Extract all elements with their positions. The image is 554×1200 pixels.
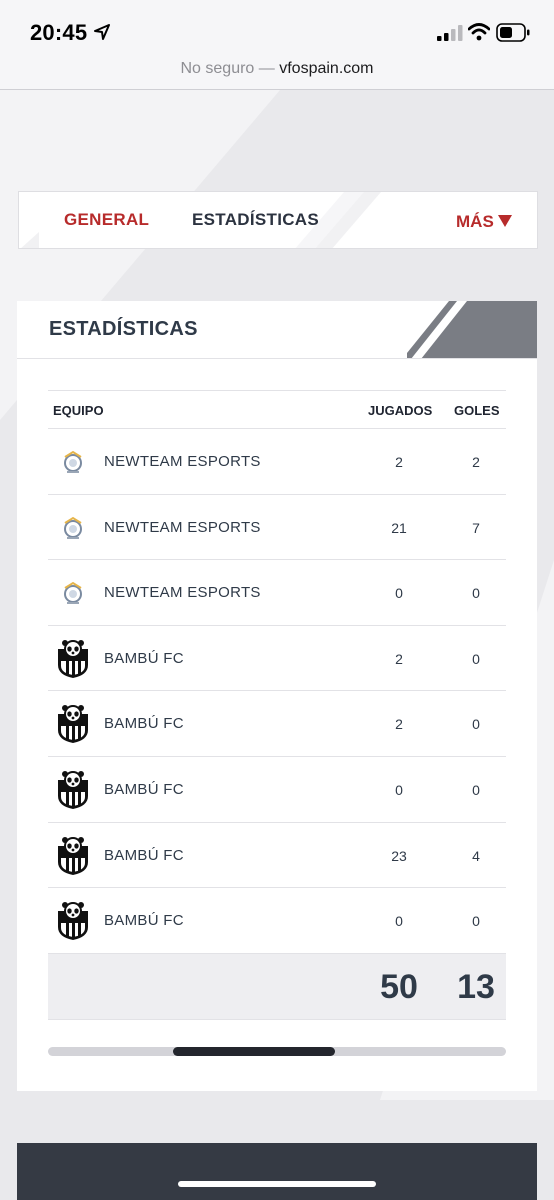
bambu-logo-icon	[58, 836, 88, 875]
column-header-goals[interactable]: GOLES	[454, 403, 500, 418]
team-name[interactable]: BAMBÚ FC	[104, 780, 184, 798]
tab-estadisticas[interactable]: ESTADÍSTICAS	[192, 210, 320, 229]
table-row: NEWTEAM ESPORTS 0 0	[48, 560, 506, 626]
goals-value: 0	[472, 716, 480, 733]
tab-general[interactable]: GENERAL	[64, 210, 150, 229]
goals-value: 0	[472, 585, 480, 602]
bambu-logo-icon	[58, 639, 88, 678]
goals-value: 0	[472, 913, 480, 930]
played-value: 2	[395, 454, 403, 470]
stats-card: ESTADÍSTICAS EQUIPO JUGADOS GOLES	[17, 301, 537, 1091]
total-goals-value: 13	[457, 967, 495, 1006]
goals-value: 7	[472, 519, 480, 536]
table-row: BAMBÚ FC 0 0	[48, 757, 506, 823]
bambu-logo-icon	[58, 705, 88, 744]
url-insecure-label: No seguro —	[180, 60, 275, 77]
team-name[interactable]: BAMBÚ FC	[104, 846, 184, 864]
url-bar[interactable]: No seguro — vfospain.com	[0, 60, 554, 78]
wifi-icon	[468, 23, 490, 41]
newteam-logo-icon	[64, 450, 82, 473]
table-row: BAMBÚ FC 2 0	[48, 691, 506, 757]
goals-value: 0	[472, 781, 480, 798]
status-time: 20:45	[30, 20, 88, 45]
caret-down-icon[interactable]	[498, 215, 512, 227]
played-value: 2	[395, 716, 403, 733]
section-tabs: GENERAL ESTADÍSTICAS MÁS	[18, 191, 538, 249]
played-value: 0	[395, 913, 403, 930]
played-value: 23	[391, 847, 407, 864]
cellular-signal-icon	[437, 25, 463, 41]
table-row: NEWTEAM ESPORTS 21 7	[48, 495, 506, 561]
table-row: BAMBÚ FC 0 0	[48, 888, 506, 954]
more-menu-button[interactable]: MÁS	[456, 212, 494, 231]
table-header: EQUIPO JUGADOS GOLES	[48, 390, 506, 429]
status-bar: 20:45 No seguro — vfospain.com	[0, 0, 554, 90]
played-value: 0	[395, 585, 403, 602]
team-name[interactable]: BAMBÚ FC	[104, 649, 184, 667]
totals-row: 50 13	[48, 953, 506, 1020]
team-name[interactable]: BAMBÚ FC	[104, 715, 184, 733]
played-value: 2	[395, 650, 403, 667]
played-value: 21	[391, 519, 407, 536]
table-row: NEWTEAM ESPORTS 2 2	[48, 429, 506, 495]
stats-table: EQUIPO JUGADOS GOLES NEWTEAM ESPORTS 2 2	[48, 390, 506, 1020]
home-indicator[interactable]	[178, 1181, 376, 1187]
team-name[interactable]: BAMBÚ FC	[104, 912, 184, 930]
team-name[interactable]: NEWTEAM ESPORTS	[104, 584, 261, 602]
column-header-played[interactable]: JUGADOS	[368, 403, 433, 418]
goals-value: 2	[472, 454, 480, 470]
total-played-value: 50	[380, 967, 418, 1006]
team-name[interactable]: NEWTEAM ESPORTS	[104, 453, 261, 470]
location-arrow-icon	[94, 24, 110, 40]
footer	[17, 1143, 537, 1200]
stats-title: ESTADÍSTICAS	[49, 318, 198, 340]
goals-value: 4	[472, 847, 480, 864]
tabs-decoration	[21, 192, 381, 248]
newteam-logo-icon	[64, 516, 82, 539]
table-row: BAMBÚ FC 2 0	[48, 626, 506, 692]
bambu-logo-icon	[58, 770, 88, 809]
stats-card-header: ESTADÍSTICAS	[17, 301, 537, 359]
horizontal-scrollbar[interactable]	[48, 1047, 506, 1056]
played-value: 0	[395, 781, 403, 798]
goals-value: 0	[472, 650, 480, 667]
header-stripes-decoration	[407, 301, 537, 358]
newteam-logo-icon	[64, 582, 82, 605]
team-name[interactable]: NEWTEAM ESPORTS	[104, 518, 261, 536]
scrollbar-thumb[interactable]	[173, 1047, 335, 1056]
bambu-logo-icon	[58, 902, 88, 941]
battery-icon	[496, 23, 530, 42]
table-row: BAMBÚ FC 23 4	[48, 823, 506, 889]
url-domain: vfospain.com	[279, 60, 374, 77]
column-header-team[interactable]: EQUIPO	[53, 403, 104, 418]
